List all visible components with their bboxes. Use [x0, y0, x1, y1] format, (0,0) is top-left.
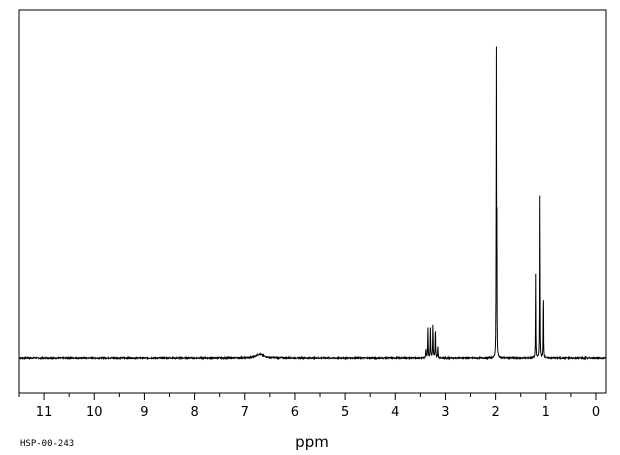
tick-label: 1: [542, 405, 550, 420]
spectrum-id-label: HSP-00-243: [20, 439, 74, 449]
tick-label: 2: [491, 405, 499, 420]
tick-label: 6: [291, 405, 299, 420]
tick-label: 7: [241, 405, 249, 420]
tick-label: 11: [36, 405, 53, 420]
tick-label: 10: [86, 405, 103, 420]
plot-frame: [18, 9, 607, 394]
x-axis-ticks: [18, 393, 597, 400]
x-axis-label: ppm: [295, 433, 329, 451]
tick-label: 0: [592, 405, 600, 420]
tick-label: 4: [391, 405, 399, 420]
tick-label: 3: [441, 405, 449, 420]
tick-label: 9: [140, 405, 148, 420]
tick-label: 8: [190, 405, 198, 420]
spectrum-trace: [18, 46, 607, 361]
x-axis-tick-labels: 11 10 9 8 7 6 5 4 3 2 1 0: [36, 405, 600, 420]
tick-label: 5: [341, 405, 349, 420]
